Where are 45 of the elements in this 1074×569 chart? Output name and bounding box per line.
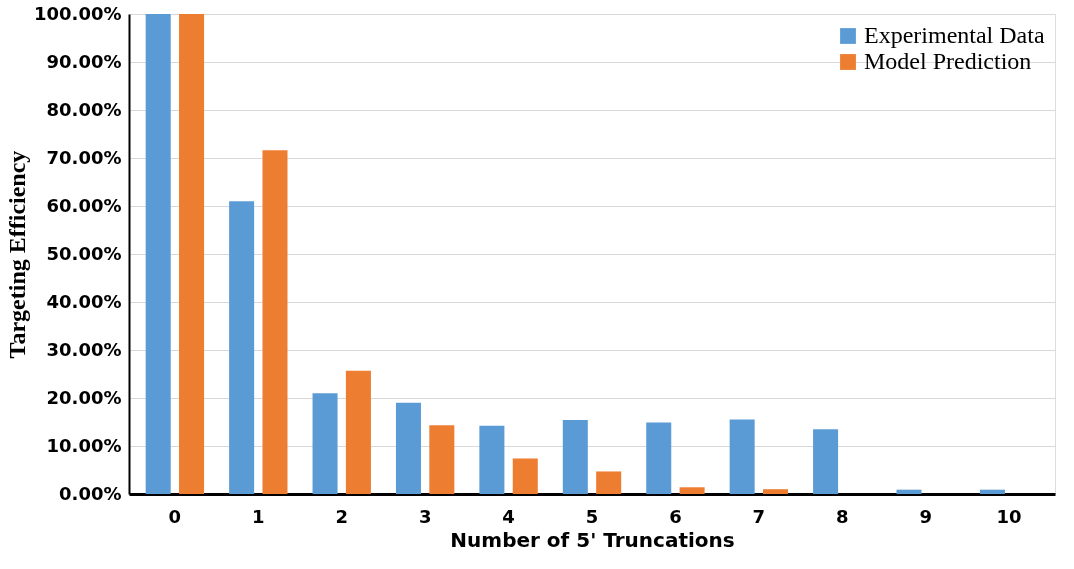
y-tick-label: 30.00%	[46, 338, 122, 360]
x-axis-title: Number of 5' Truncations	[450, 527, 735, 552]
x-tick-label: 7	[752, 505, 766, 527]
x-tick-label: 10	[996, 505, 1022, 527]
y-tick-label: 80.00%	[46, 98, 122, 120]
x-tick-label: 8	[836, 505, 849, 527]
legend-label: Model Prediction	[864, 48, 1032, 74]
bar	[345, 370, 371, 494]
y-tick-label: 60.00%	[46, 194, 122, 216]
y-tick-label: 40.00%	[46, 290, 122, 312]
x-tick-label: 1	[252, 505, 265, 527]
x-tick-label: 5	[585, 505, 599, 527]
bar	[596, 471, 622, 494]
y-tick-label: 10.00%	[46, 434, 122, 456]
bar	[512, 458, 538, 494]
bar	[429, 425, 455, 494]
bar	[763, 489, 789, 494]
bar	[312, 393, 338, 494]
x-tick-label: 2	[335, 505, 348, 527]
bar	[395, 402, 421, 494]
bar	[896, 489, 922, 494]
y-tick-label: 0.00%	[59, 482, 122, 504]
x-tick-label: 0	[168, 505, 182, 527]
x-tick-label: 3	[418, 505, 432, 527]
bar	[262, 150, 288, 494]
y-tick-label: 50.00%	[46, 242, 122, 264]
bar	[179, 14, 205, 494]
bar	[679, 487, 705, 494]
y-tick-label: 70.00%	[46, 146, 122, 168]
y-tick-label: 100.00%	[34, 2, 122, 24]
legend-label: Experimental Data	[864, 22, 1045, 48]
bar	[646, 422, 672, 494]
bar	[813, 429, 839, 494]
x-tick-label: 6	[669, 505, 682, 527]
bar	[229, 201, 255, 494]
y-axis-title: Targeting Efficiency	[4, 150, 30, 359]
bar	[562, 420, 588, 494]
bar	[479, 425, 505, 494]
x-tick-label: 4	[502, 505, 515, 527]
y-tick-label: 20.00%	[46, 386, 122, 408]
y-tick-label: 90.00%	[46, 50, 122, 72]
bar	[729, 419, 755, 494]
x-tick-label: 9	[919, 505, 932, 527]
bar	[145, 14, 171, 494]
bar	[979, 489, 1005, 494]
